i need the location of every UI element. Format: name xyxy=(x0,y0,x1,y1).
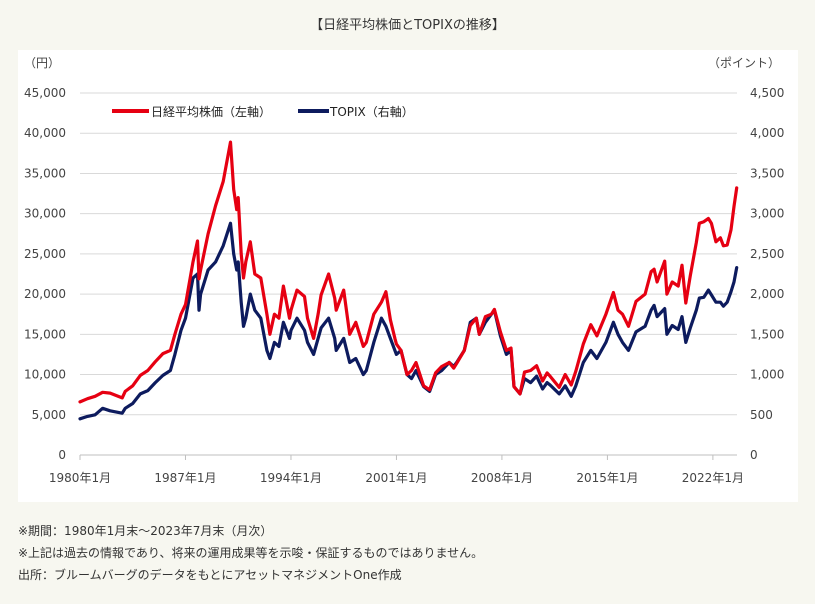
left-tick-label: 25,000 xyxy=(24,247,66,261)
legend: 日経平均株価（左軸） TOPIX（右軸） xyxy=(112,104,414,119)
x-tick-label: 2008年1月 xyxy=(471,471,533,485)
right-tick-label: 2,000 xyxy=(750,287,784,301)
x-tick-label: 1980年1月 xyxy=(49,471,111,485)
right-tick-label: 0 xyxy=(750,448,758,462)
footnote-source: 出所：ブルームバーグのデータをもとにアセットマネジメントOne作成 xyxy=(18,568,402,582)
right-tick-label: 1,000 xyxy=(750,368,784,382)
left-tick-label: 15,000 xyxy=(24,327,66,341)
legend-label-topix: TOPIX（右軸） xyxy=(329,104,414,119)
left-tick-label: 0 xyxy=(58,448,66,462)
x-tick-label: 2001年1月 xyxy=(365,471,427,485)
series-line-topix xyxy=(78,221,739,421)
right-tick-label: 3,000 xyxy=(750,207,784,221)
right-tick-label: 2,500 xyxy=(750,247,784,261)
left-axis-ticks: 0 5,000 10,000 15,000 20,000 25,000 30,000 35,0… xyxy=(24,86,66,462)
left-axis-unit: （円） xyxy=(24,56,60,70)
x-tick-label: 2022年1月 xyxy=(682,471,744,485)
left-tick-label: 5,000 xyxy=(32,408,66,422)
footnote-disclaimer: ※上記は過去の情報であり、将来の運用成果等を示唆・保証するものではありません。 xyxy=(18,546,484,560)
x-tick-label: 2015年1月 xyxy=(576,471,638,485)
footnotes: ※期間：1980年1月末～2023年7月末（月次） ※上記は過去の情報であり、将… xyxy=(18,520,798,586)
right-tick-label: 4,500 xyxy=(750,86,784,100)
left-tick-label: 40,000 xyxy=(24,126,66,140)
left-tick-label: 20,000 xyxy=(24,287,66,301)
x-tick-label: 1987年1月 xyxy=(154,471,216,485)
left-tick-label: 35,000 xyxy=(24,166,66,180)
series-line-nikkei xyxy=(78,140,739,404)
line-chart: 0 5,000 10,000 15,000 20,000 25,000 30,000 35,0… xyxy=(24,56,784,485)
footnote-period: ※期間：1980年1月末～2023年7月末（月次） xyxy=(18,524,273,538)
x-axis-ticks: 1980年1月 1987年1月 1994年1月 2001年1月 2008年1月 2015年… xyxy=(49,455,744,485)
gridlines xyxy=(80,92,737,456)
right-tick-label: 500 xyxy=(750,408,773,422)
series-lines xyxy=(78,140,739,421)
right-axis-ticks: 0 500 1,000 1,500 2,000 2,500 3,000 3,500 4,000 4… xyxy=(750,86,784,462)
left-tick-label: 30,000 xyxy=(24,207,66,221)
right-tick-label: 4,000 xyxy=(750,126,784,140)
left-tick-label: 45,000 xyxy=(24,86,66,100)
right-axis-unit: （ポイント） xyxy=(708,56,780,70)
x-tick-label: 1994年1月 xyxy=(260,471,322,485)
right-tick-label: 3,500 xyxy=(750,166,784,180)
left-tick-label: 10,000 xyxy=(24,368,66,382)
right-tick-label: 1,500 xyxy=(750,327,784,341)
chart-panel: 0 5,000 10,000 15,000 20,000 25,000 30,000 35,0… xyxy=(18,50,798,502)
chart-title: 【日経平均株価とTOPIXの推移】 xyxy=(310,18,505,33)
legend-label-nikkei: 日経平均株価（左軸） xyxy=(151,104,271,119)
